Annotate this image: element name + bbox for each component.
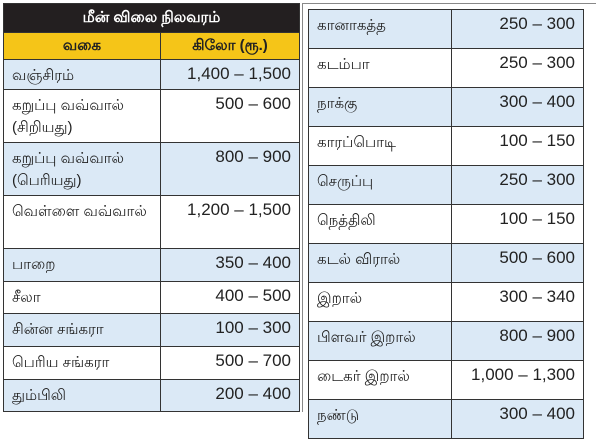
price-range: 500 – 700 bbox=[160, 346, 300, 380]
price-range: 300 – 400 bbox=[451, 399, 584, 439]
column-header-type: வகை bbox=[3, 32, 161, 60]
fish-name: நண்டு bbox=[308, 399, 452, 439]
fish-name: இறால் bbox=[308, 282, 452, 322]
fish-name: பாறை bbox=[3, 248, 161, 282]
table-row: சின்ன சங்கரா 100 – 300 bbox=[3, 313, 300, 347]
fish-price-table-right: கானாகத்த 250 – 300 கடம்பா 250 – 300 நாக்கு 30… bbox=[308, 9, 584, 439]
table-row: நெத்திலி 100 – 150 bbox=[308, 204, 584, 244]
price-range: 400 – 500 bbox=[160, 281, 300, 314]
price-range: 100 – 300 bbox=[160, 313, 300, 347]
price-range: 800 – 900 bbox=[160, 142, 300, 196]
table-row: பெரிய சங்கரா 500 – 700 bbox=[3, 346, 300, 380]
table-row: கடல் விரால் 500 – 600 bbox=[308, 243, 584, 283]
fish-name: சீலா bbox=[3, 281, 161, 314]
table-row: நாக்கு 300 – 400 bbox=[308, 87, 584, 127]
fish-name: செருப்பு bbox=[308, 165, 452, 205]
table-row: தும்பிலி 200 – 400 bbox=[3, 379, 300, 412]
fish-name: டைகர் இறால் bbox=[308, 360, 452, 400]
right-frame bbox=[302, 3, 596, 412]
table-title: மீன் விலை நிலவரம் bbox=[3, 3, 300, 33]
fish-name: பிளவர் இறால் bbox=[308, 321, 452, 361]
table-row: வஞ்சிரம் 1,400 – 1,500 bbox=[3, 59, 300, 90]
table-row: கானாகத்த 250 – 300 bbox=[308, 9, 584, 49]
price-range: 200 – 400 bbox=[160, 379, 300, 412]
table-row: கறுப்பு வவ்வால் (சிறியது) 500 – 600 bbox=[3, 89, 300, 143]
price-range: 1,400 – 1,500 bbox=[160, 59, 300, 90]
price-range: 350 – 400 bbox=[160, 248, 300, 282]
fish-name: தும்பிலி bbox=[3, 379, 161, 412]
price-range: 100 – 150 bbox=[451, 126, 584, 166]
fish-name: கறுப்பு வவ்வால் (சிறியது) bbox=[3, 89, 161, 143]
price-range: 100 – 150 bbox=[451, 204, 584, 244]
table-row: வெள்ளை வவ்வால் 1,200 – 1,500 bbox=[3, 195, 300, 249]
table-row: இறால் 300 – 340 bbox=[308, 282, 584, 322]
table-row: சீலா 400 – 500 bbox=[3, 281, 300, 314]
price-range: 300 – 340 bbox=[451, 282, 584, 322]
fish-name: வஞ்சிரம் bbox=[3, 59, 161, 90]
fish-price-table-left: மீன் விலை நிலவரம் வகை கிலோ (ரூ.) வஞ்சிரம… bbox=[3, 3, 300, 412]
table-row: கறுப்பு வவ்வால் (பெரியது) 800 – 900 bbox=[3, 142, 300, 196]
fish-name: கடம்பா bbox=[308, 48, 452, 88]
price-range: 250 – 300 bbox=[451, 9, 584, 49]
fish-name: கானாகத்த bbox=[308, 9, 452, 49]
price-range: 500 – 600 bbox=[451, 243, 584, 283]
price-range: 250 – 300 bbox=[451, 165, 584, 205]
price-range: 300 – 400 bbox=[451, 87, 584, 127]
table-row: காரப்பொடி 100 – 150 bbox=[308, 126, 584, 166]
fish-name: காரப்பொடி bbox=[308, 126, 452, 166]
fish-name: பெரிய சங்கரா bbox=[3, 346, 161, 380]
fish-name: கறுப்பு வவ்வால் (பெரியது) bbox=[3, 142, 161, 196]
fish-name: வெள்ளை வவ்வால் bbox=[3, 195, 161, 249]
price-range: 1,000 – 1,300 bbox=[451, 360, 584, 400]
table-row: நண்டு 300 – 400 bbox=[308, 399, 584, 439]
price-range: 250 – 300 bbox=[451, 48, 584, 88]
table-row: பிளவர் இறால் 800 – 900 bbox=[308, 321, 584, 361]
price-range: 1,200 – 1,500 bbox=[160, 195, 300, 249]
fish-name: நெத்திலி bbox=[308, 204, 452, 244]
price-range: 500 – 600 bbox=[160, 89, 300, 143]
table-row: கடம்பா 250 – 300 bbox=[308, 48, 584, 88]
table-row: பாறை 350 – 400 bbox=[3, 248, 300, 282]
fish-name: கடல் விரால் bbox=[308, 243, 452, 283]
table-row: செருப்பு 250 – 300 bbox=[308, 165, 584, 205]
price-range: 800 – 900 bbox=[451, 321, 584, 361]
fish-name: சின்ன சங்கரா bbox=[3, 313, 161, 347]
fish-name: நாக்கு bbox=[308, 87, 452, 127]
column-header-price: கிலோ (ரூ.) bbox=[160, 32, 300, 60]
table-row: டைகர் இறால் 1,000 – 1,300 bbox=[308, 360, 584, 400]
